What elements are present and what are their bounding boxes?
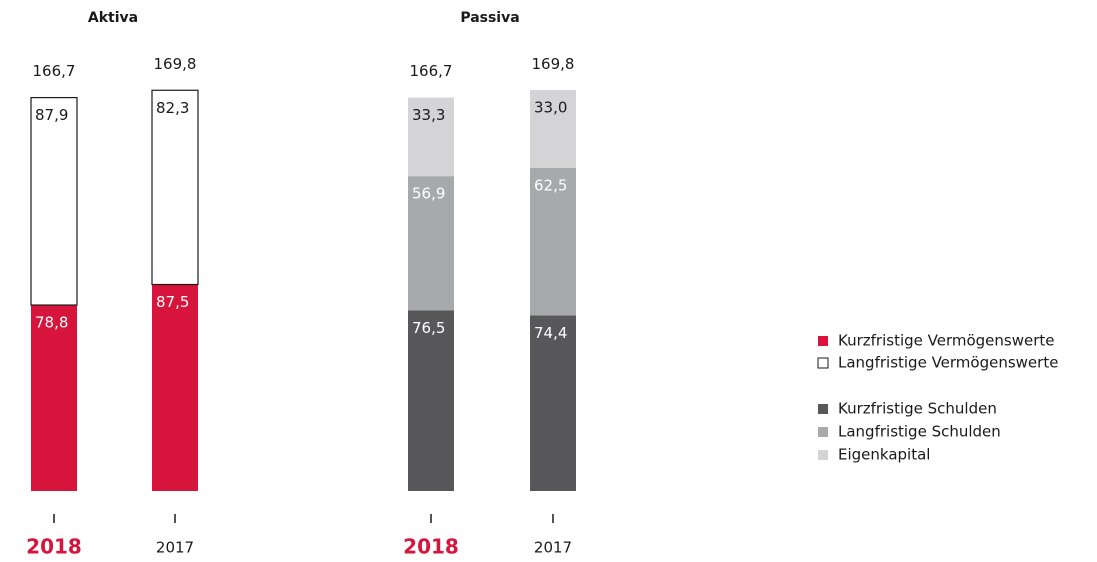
value-label: 76,5	[412, 319, 445, 337]
bar-segment	[408, 176, 454, 311]
value-label: 82,3	[156, 99, 189, 117]
value-label: 74,4	[534, 324, 567, 342]
legend-label: Langfristige Schulden	[838, 423, 1001, 441]
bar-segment	[408, 97, 454, 177]
chart-title: Passiva	[460, 10, 519, 26]
legend-marker	[818, 427, 828, 437]
total-label: 166,7	[33, 62, 76, 80]
legend-marker	[818, 336, 828, 346]
bar-segment	[530, 315, 576, 491]
legend-marker	[818, 404, 828, 414]
legend-label: Eigenkapital	[838, 446, 930, 464]
legend-label: Kurzfristige Vermögenswerte	[838, 332, 1055, 350]
value-label: 33,3	[412, 106, 445, 124]
legend-marker	[818, 450, 828, 460]
legend-label: Kurzfristige Schulden	[838, 400, 997, 418]
legend-label: Langfristige Vermögenswerte	[838, 354, 1058, 372]
value-label: 87,9	[35, 106, 68, 124]
bar-segment	[151, 89, 199, 286]
bar-segment	[31, 305, 77, 491]
value-label: 62,5	[534, 176, 567, 194]
value-label: 78,8	[35, 314, 68, 332]
bar-segment	[530, 167, 576, 316]
value-label: 33,0	[534, 99, 567, 117]
x-tick-label: 2017	[534, 539, 572, 557]
total-label: 169,8	[532, 55, 575, 73]
value-label: 56,9	[412, 185, 445, 203]
value-label: 87,5	[156, 293, 189, 311]
bar-segment	[152, 284, 198, 491]
x-tick-label: 2018	[403, 535, 459, 559]
bar-segment	[530, 90, 576, 168]
total-label: 166,7	[410, 62, 453, 80]
legend-marker	[817, 357, 829, 369]
total-label: 169,8	[154, 55, 197, 73]
x-tick-label: 2018	[26, 535, 82, 559]
chart-title: Aktiva	[88, 10, 138, 26]
x-tick-label: 2017	[156, 539, 194, 557]
bar-segment	[30, 96, 78, 306]
bar-segment	[408, 310, 454, 491]
